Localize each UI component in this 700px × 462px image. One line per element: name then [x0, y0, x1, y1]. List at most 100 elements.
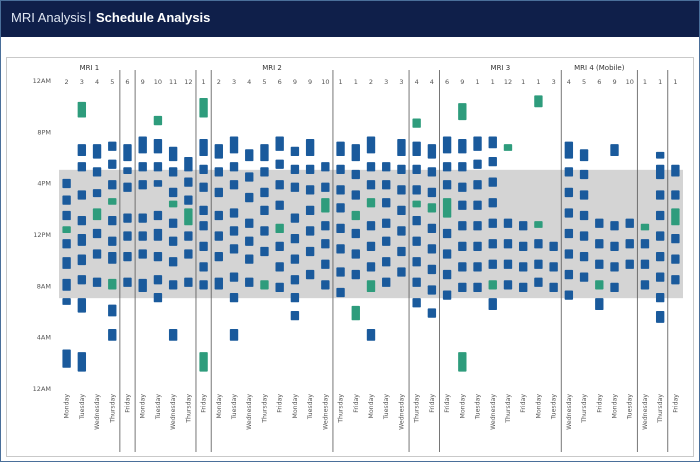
- schedule-block[interactable]: [321, 259, 330, 269]
- schedule-block[interactable]: [138, 213, 147, 223]
- schedule-block[interactable]: [199, 262, 208, 272]
- schedule-block[interactable]: [199, 205, 208, 216]
- schedule-block[interactable]: [519, 221, 528, 231]
- schedule-block[interactable]: [290, 164, 300, 174]
- schedule-block[interactable]: [321, 239, 330, 249]
- schedule-block[interactable]: [655, 210, 665, 221]
- schedule-block[interactable]: [488, 157, 497, 167]
- schedule-block[interactable]: [442, 249, 452, 259]
- schedule-block[interactable]: [549, 282, 558, 293]
- schedule-block[interactable]: [610, 144, 619, 156]
- schedule-block[interactable]: [336, 203, 345, 213]
- schedule-block[interactable]: [275, 136, 284, 151]
- schedule-block[interactable]: [351, 169, 360, 180]
- schedule-block[interactable]: [519, 241, 528, 251]
- schedule-block[interactable]: [108, 141, 117, 151]
- schedule-block-highlight[interactable]: [595, 280, 604, 290]
- schedule-block[interactable]: [229, 162, 239, 172]
- schedule-block[interactable]: [336, 164, 345, 174]
- schedule-block[interactable]: [549, 262, 558, 272]
- schedule-block[interactable]: [610, 221, 619, 231]
- schedule-block[interactable]: [305, 246, 315, 257]
- schedule-block[interactable]: [275, 282, 284, 293]
- schedule-block[interactable]: [77, 144, 87, 156]
- schedule-block[interactable]: [321, 221, 330, 231]
- schedule-block-highlight[interactable]: [62, 226, 71, 233]
- schedule-block[interactable]: [153, 162, 163, 172]
- schedule-block[interactable]: [458, 262, 467, 272]
- schedule-block[interactable]: [473, 262, 482, 272]
- schedule-block[interactable]: [260, 246, 269, 257]
- schedule-block[interactable]: [290, 182, 300, 192]
- schedule-block[interactable]: [138, 278, 147, 293]
- schedule-block[interactable]: [366, 328, 376, 341]
- schedule-block[interactable]: [184, 177, 193, 187]
- schedule-block[interactable]: [458, 182, 467, 192]
- schedule-block[interactable]: [153, 210, 163, 221]
- schedule-block[interactable]: [305, 269, 315, 280]
- schedule-block[interactable]: [595, 259, 604, 269]
- schedule-block[interactable]: [397, 205, 406, 216]
- schedule-block[interactable]: [488, 177, 497, 187]
- schedule-block[interactable]: [138, 231, 147, 241]
- schedule-block[interactable]: [336, 185, 345, 195]
- schedule-block[interactable]: [153, 293, 163, 303]
- schedule-block[interactable]: [138, 180, 147, 190]
- schedule-block[interactable]: [640, 239, 650, 249]
- schedule-block-highlight[interactable]: [534, 95, 543, 108]
- schedule-block[interactable]: [92, 167, 102, 177]
- schedule-block[interactable]: [123, 231, 132, 241]
- schedule-block[interactable]: [397, 226, 406, 236]
- schedule-block-highlight[interactable]: [366, 280, 376, 293]
- schedule-block[interactable]: [77, 190, 87, 200]
- schedule-block[interactable]: [92, 189, 102, 198]
- schedule-block[interactable]: [534, 277, 543, 287]
- schedule-block[interactable]: [214, 187, 223, 198]
- schedule-block[interactable]: [564, 208, 574, 218]
- schedule-block[interactable]: [366, 162, 376, 172]
- schedule-block[interactable]: [214, 210, 223, 221]
- schedule-block-highlight[interactable]: [458, 352, 467, 372]
- schedule-block[interactable]: [579, 169, 589, 180]
- schedule-block[interactable]: [336, 223, 345, 233]
- schedule-block[interactable]: [184, 231, 193, 241]
- schedule-block[interactable]: [305, 205, 315, 216]
- schedule-block[interactable]: [412, 277, 421, 287]
- schedule-block[interactable]: [153, 139, 163, 154]
- schedule-block[interactable]: [229, 180, 239, 190]
- schedule-block[interactable]: [564, 269, 574, 280]
- schedule-block[interactable]: [579, 251, 589, 262]
- schedule-block-highlight[interactable]: [412, 118, 421, 128]
- schedule-block[interactable]: [214, 251, 223, 262]
- schedule-block[interactable]: [427, 167, 437, 177]
- schedule-block[interactable]: [214, 167, 223, 177]
- schedule-block[interactable]: [412, 257, 421, 267]
- schedule-block[interactable]: [503, 259, 513, 269]
- schedule-block[interactable]: [275, 159, 284, 169]
- schedule-block[interactable]: [503, 280, 513, 290]
- schedule-block-highlight[interactable]: [275, 223, 284, 233]
- schedule-block[interactable]: [442, 269, 452, 280]
- schedule-block-highlight[interactable]: [488, 280, 497, 290]
- schedule-block[interactable]: [382, 198, 391, 208]
- schedule-block[interactable]: [458, 241, 467, 251]
- schedule-block[interactable]: [473, 136, 482, 151]
- schedule-block[interactable]: [473, 282, 482, 293]
- schedule-block[interactable]: [123, 144, 132, 162]
- schedule-block[interactable]: [640, 280, 650, 290]
- schedule-block[interactable]: [92, 144, 102, 159]
- schedule-block[interactable]: [503, 239, 513, 249]
- schedule-block[interactable]: [245, 172, 254, 182]
- schedule-block[interactable]: [382, 162, 391, 172]
- schedule-block[interactable]: [427, 187, 437, 198]
- schedule-block[interactable]: [473, 241, 482, 251]
- schedule-block[interactable]: [108, 304, 117, 317]
- schedule-block[interactable]: [488, 239, 497, 249]
- schedule-block[interactable]: [229, 226, 239, 236]
- schedule-block[interactable]: [290, 213, 300, 223]
- schedule-block[interactable]: [382, 277, 391, 287]
- schedule-block[interactable]: [77, 275, 87, 285]
- schedule-block[interactable]: [108, 159, 117, 169]
- schedule-block[interactable]: [290, 146, 300, 156]
- schedule-block[interactable]: [138, 162, 147, 172]
